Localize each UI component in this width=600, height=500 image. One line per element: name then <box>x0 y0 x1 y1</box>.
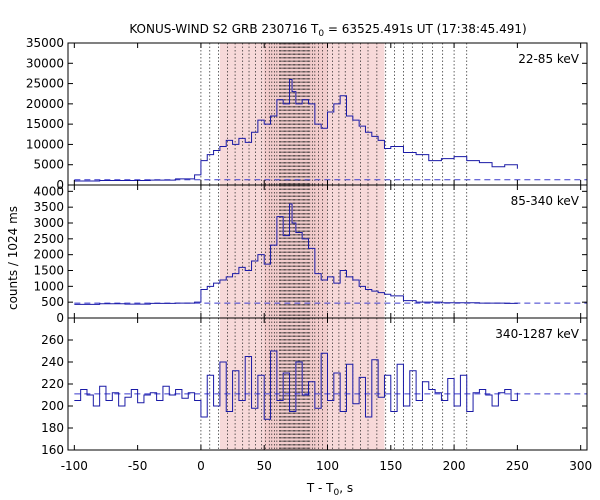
y-tick-label: 180 <box>41 421 64 435</box>
x-tick-label: 250 <box>506 459 529 473</box>
x-tick-label: 150 <box>379 459 402 473</box>
y-tick-label: 160 <box>41 443 64 457</box>
y-tick-label: 200 <box>41 399 64 413</box>
energy-band-label: 85-340 keV <box>511 194 580 208</box>
x-tick-label: 100 <box>316 459 339 473</box>
light-curve-trace <box>74 79 518 182</box>
chart-title: KONUS-WIND S2 GRB 230716 T0 = 63525.491s… <box>129 22 526 39</box>
y-tick-label: 10000 <box>26 137 64 151</box>
x-axis-label-prefix: T - T <box>306 481 334 495</box>
y-tick-label: 4000 <box>33 184 64 198</box>
x-axis-label: T - T0, s <box>306 481 353 498</box>
y-tick-label: 5000 <box>33 158 64 172</box>
y-tick-label: 2500 <box>33 232 64 246</box>
title-prefix: KONUS-WIND S2 GRB 230716 T <box>129 22 319 36</box>
y-tick-label: 0 <box>56 311 64 325</box>
y-tick-label: 3000 <box>33 216 64 230</box>
y-tick-label: 260 <box>41 333 64 347</box>
y-tick-label: 2000 <box>33 248 64 262</box>
light-curve-trace <box>74 350 518 420</box>
y-tick-label: 220 <box>41 377 64 391</box>
energy-band-label: 22-85 keV <box>518 52 580 66</box>
x-tick-label: 50 <box>257 459 272 473</box>
y-tick-label: 240 <box>41 355 64 369</box>
energy-band-label: 340-1287 keV <box>495 327 579 341</box>
y-tick-label: 15000 <box>26 117 64 131</box>
y-tick-label: 500 <box>41 295 64 309</box>
y-tick-label: 1500 <box>33 264 64 278</box>
y-tick-label: 30000 <box>26 56 64 70</box>
panel-3: 160 180 200 220 240 260 340-1287 keV <box>41 317 588 457</box>
x-axis-label-subscript: 0 <box>334 488 340 498</box>
x-tick-label: -50 <box>128 459 148 473</box>
y-axis-label: counts / 1024 ms <box>6 206 20 310</box>
plot-area: 0500010000150002000025000300003500022-85… <box>26 36 592 473</box>
x-tick-label: 0 <box>197 459 205 473</box>
y-tick-label: 20000 <box>26 97 64 111</box>
x-tick-label: 200 <box>443 459 466 473</box>
y-tick-label: 0 <box>56 178 64 192</box>
title-suffix: = 63525.491s UT (17:38:45.491) <box>324 22 527 36</box>
panel-1: 0 5000 10000 15000 20000 25000 30000 35000 22-85… <box>26 36 588 192</box>
y-tick-label: 3500 <box>33 200 64 214</box>
x-axis-label-suffix: , s <box>339 481 353 495</box>
x-tick-label: 300 <box>569 459 592 473</box>
light-curve-trace <box>74 203 518 305</box>
title-subscript: 0 <box>318 29 324 39</box>
y-tick-label: 35000 <box>26 36 64 50</box>
x-tick-label: -100 <box>61 459 88 473</box>
y-tick-label: 25000 <box>26 77 64 91</box>
y-tick-label: 1000 <box>33 279 64 293</box>
